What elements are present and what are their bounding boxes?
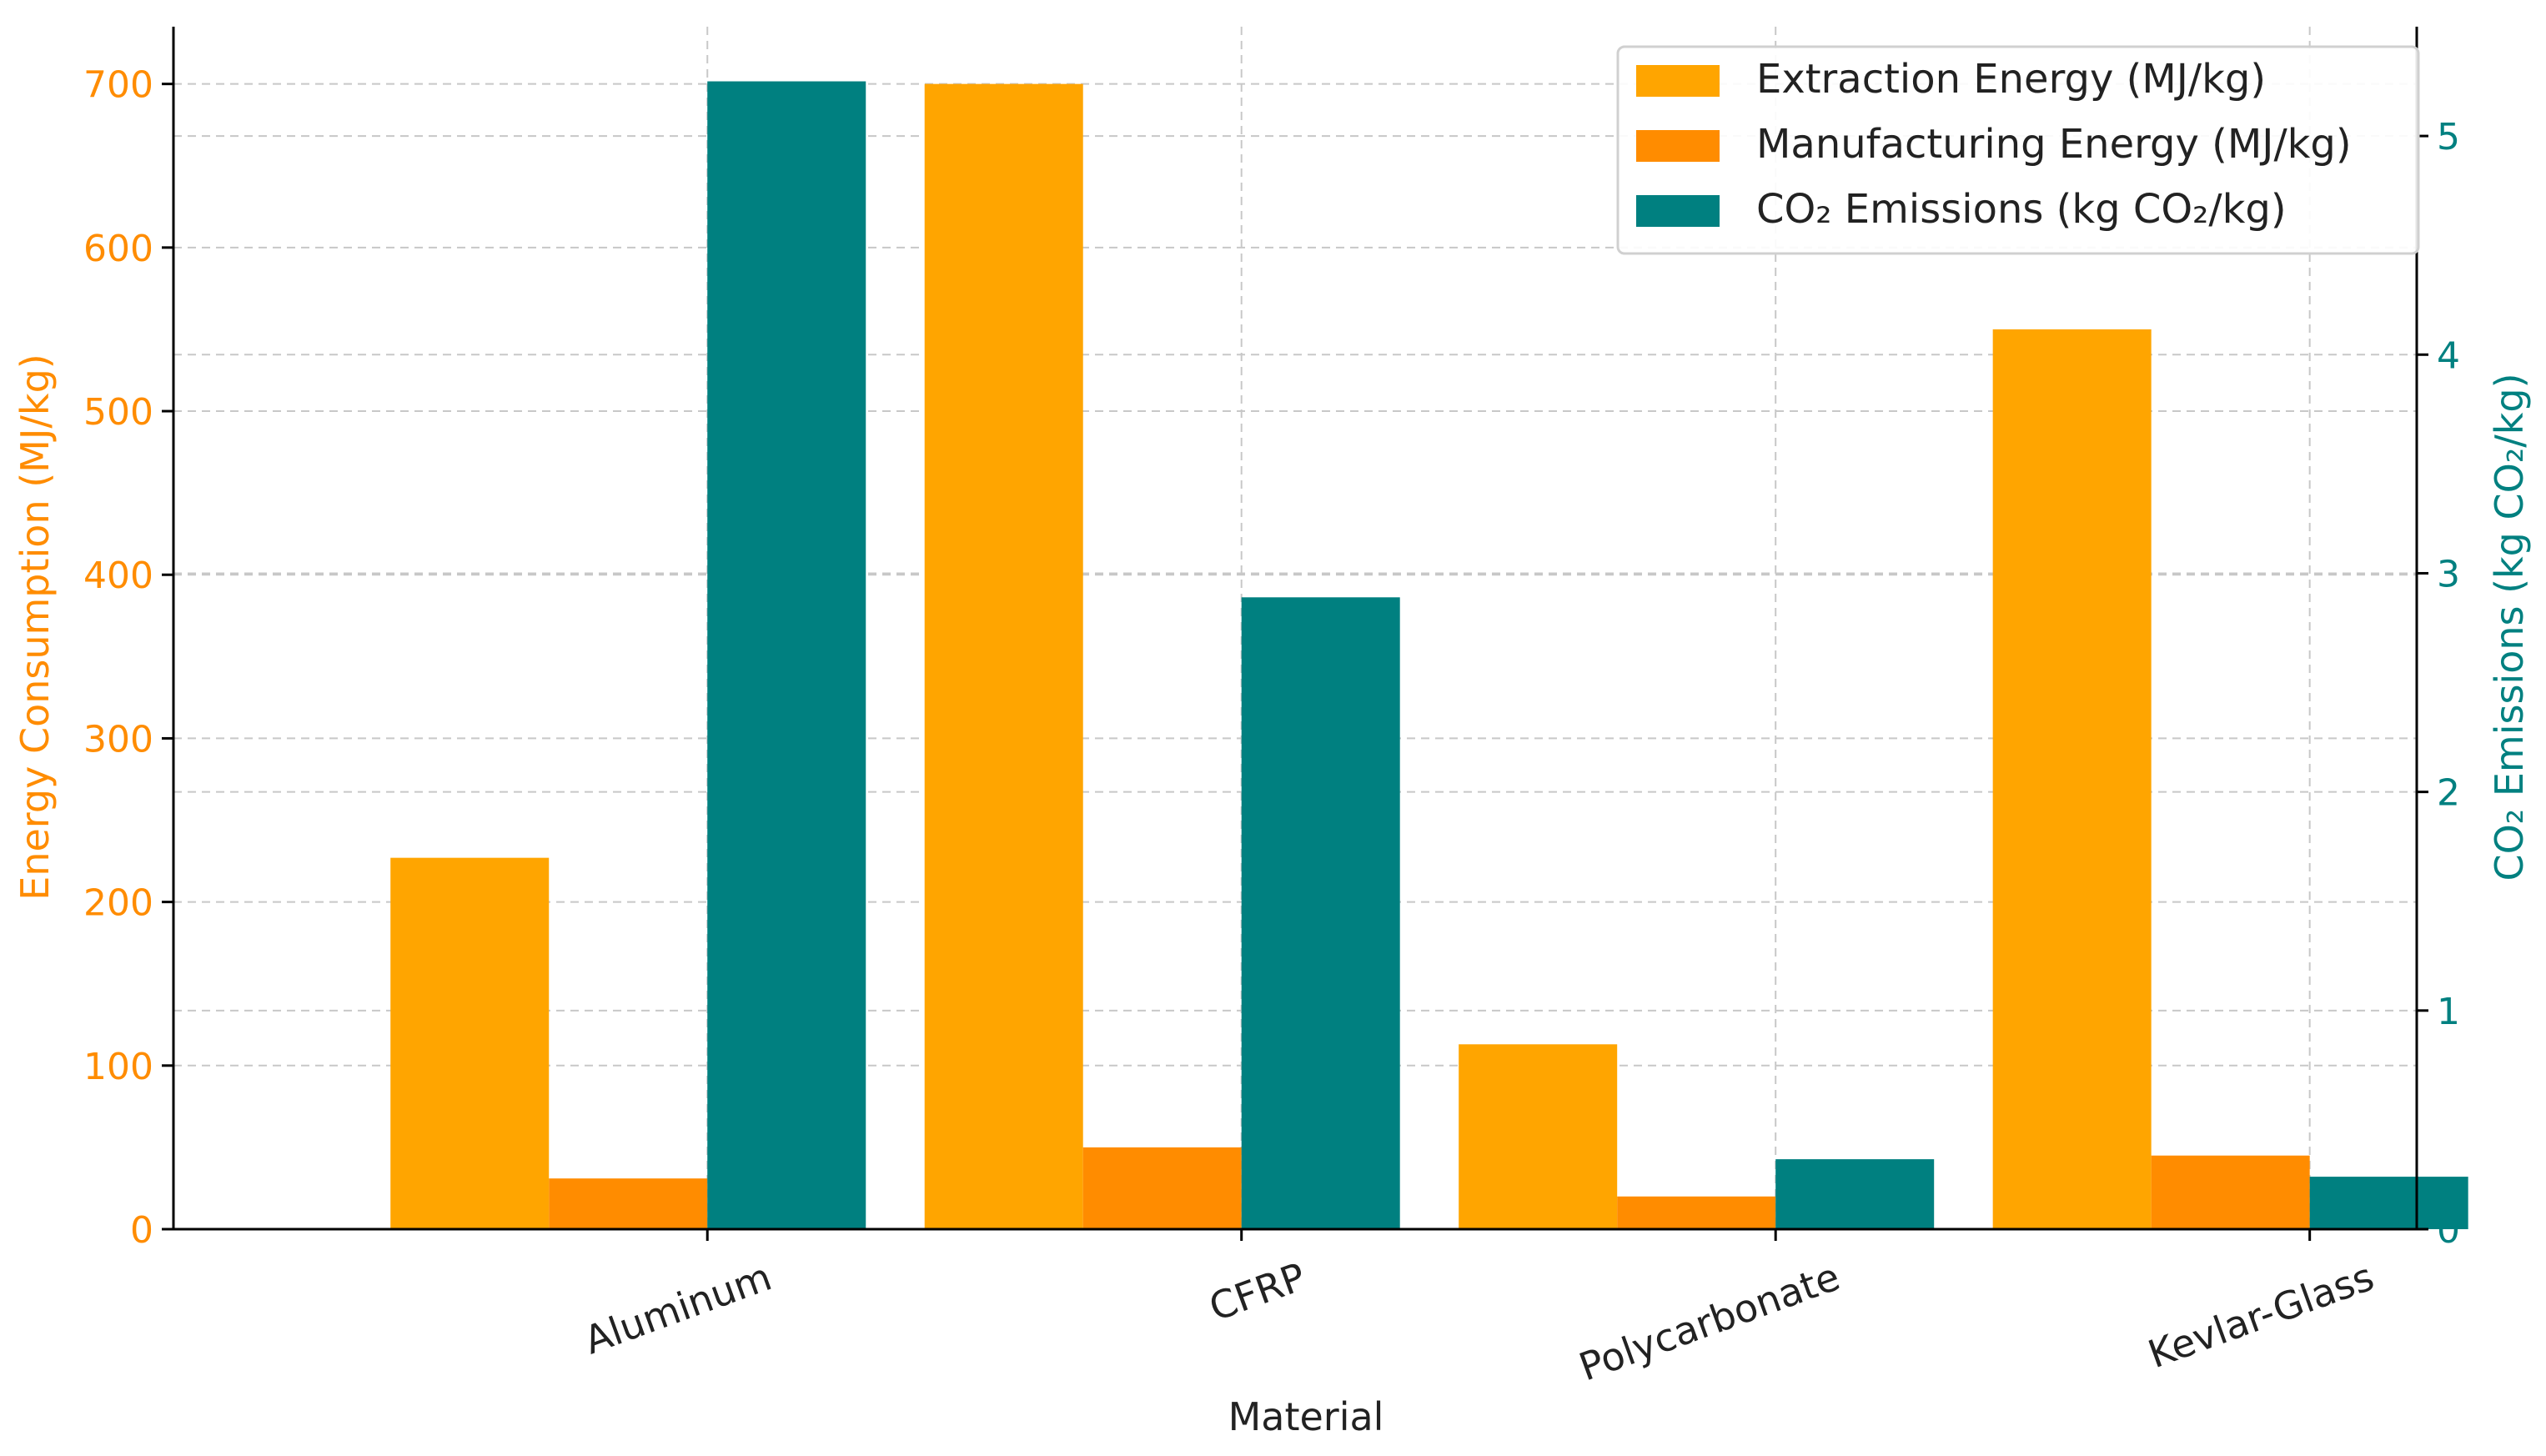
left-tick-label: 300 <box>83 718 153 761</box>
x-tick-label: Aluminum <box>579 1254 777 1363</box>
bar-kevlar-glass-2 <box>2151 1155 2310 1229</box>
legend-swatch-3 <box>1636 195 1720 227</box>
left-tick-label: 500 <box>83 391 153 434</box>
bar-polycarbonate-2 <box>1617 1196 1776 1229</box>
legend-swatch-2 <box>1636 130 1720 162</box>
bar-kevlar-glass-3 <box>2309 1177 2468 1229</box>
left-tick-label: 0 <box>130 1209 153 1252</box>
right-tick-label: 4 <box>2437 334 2460 377</box>
x-tick-label: Kevlar-Glass <box>2142 1254 2380 1378</box>
bar-cfrp-1 <box>924 83 1083 1230</box>
bar-kevlar-glass-1 <box>1992 329 2152 1229</box>
bar-aluminum-1 <box>390 857 550 1229</box>
right-tick-label: 0 <box>2437 1209 2460 1252</box>
x-axis-ticks: Aluminum CFRP Polycarbonate Kevlar-Glass <box>579 1229 2380 1390</box>
bars <box>390 81 2468 1230</box>
bar-cfrp-3 <box>1241 597 1400 1229</box>
right-axis-label: CO₂ Emissions (kg CO₂/kg) <box>2487 373 2532 881</box>
legend-label-2: Manufacturing Energy (MJ/kg) <box>1756 121 2352 168</box>
legend: Extraction Energy (MJ/kg) Manufacturing E… <box>1616 45 2420 255</box>
right-axis-ticks: 0 1 2 3 4 5 <box>2417 116 2460 1252</box>
legend-frame <box>1616 45 2420 255</box>
left-axis-label: Energy Consumption (MJ/kg) <box>13 354 58 900</box>
bar-polycarbonate-3 <box>1775 1159 1935 1229</box>
bar-cfrp-2 <box>1082 1147 1242 1229</box>
x-tick-label: Polycarbonate <box>1574 1254 1845 1390</box>
right-tick-label: 5 <box>2437 116 2460 158</box>
x-tick-label: CFRP <box>1203 1254 1312 1330</box>
left-tick-label: 400 <box>83 555 153 597</box>
legend-swatch-1 <box>1636 65 1720 97</box>
left-axis-ticks: 0 100 200 300 400 500 600 700 <box>83 64 173 1252</box>
right-tick-label: 2 <box>2437 772 2460 815</box>
left-tick-label: 600 <box>83 228 153 270</box>
legend-label-3: CO₂ Emissions (kg CO₂/kg) <box>1756 186 2287 233</box>
left-tick-label: 700 <box>83 64 153 107</box>
legend-label-1: Extraction Energy (MJ/kg) <box>1756 56 2266 103</box>
right-tick-label: 1 <box>2437 991 2460 1033</box>
bar-aluminum-2 <box>549 1178 708 1229</box>
bar-aluminum-3 <box>707 81 866 1230</box>
right-tick-label: 3 <box>2437 553 2460 595</box>
left-tick-label: 200 <box>83 882 153 925</box>
x-axis-label: Material <box>1228 1394 1384 1439</box>
bar-polycarbonate-1 <box>1459 1044 1618 1229</box>
left-tick-label: 100 <box>83 1046 153 1088</box>
